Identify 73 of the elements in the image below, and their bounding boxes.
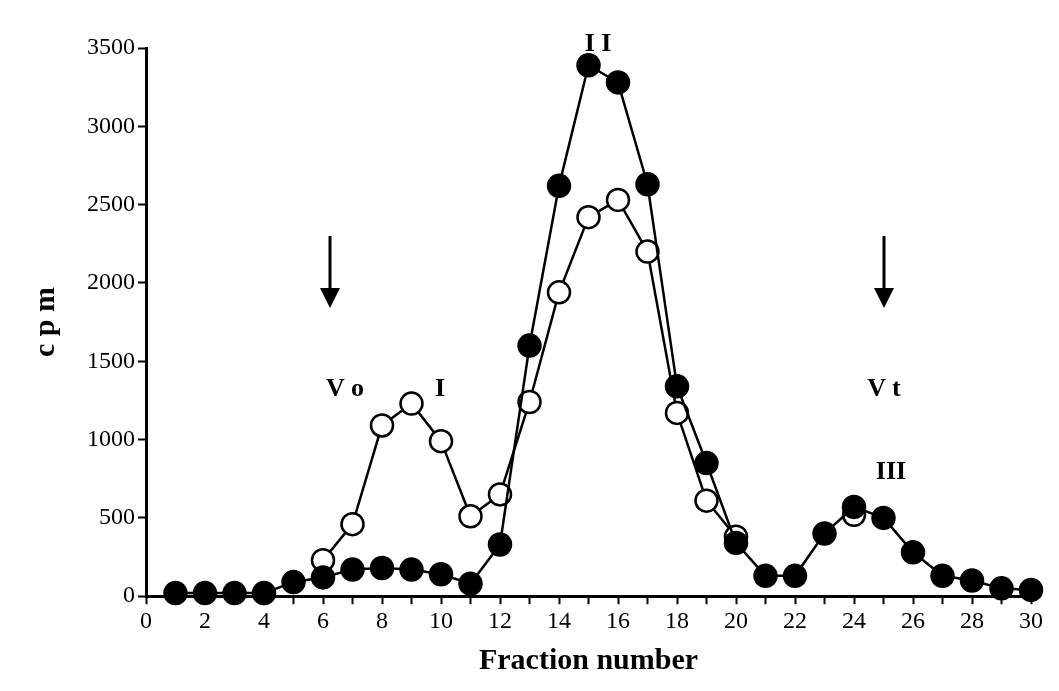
annotation: I I xyxy=(583,27,613,59)
point xyxy=(517,389,542,415)
point xyxy=(369,555,395,581)
y-tick-label: 1000 xyxy=(87,424,135,451)
point xyxy=(399,557,424,582)
point xyxy=(576,204,601,230)
point xyxy=(192,580,218,606)
y-axis-title: c p m xyxy=(26,287,60,358)
y-tick-label: 500 xyxy=(99,503,135,530)
y-tick-label: 3000 xyxy=(87,111,135,138)
point xyxy=(812,521,837,546)
point xyxy=(605,187,631,213)
x-tick-label: 2 xyxy=(199,606,211,633)
point xyxy=(694,450,719,476)
x-tick-label: 18 xyxy=(665,606,689,633)
point xyxy=(871,505,896,531)
y-tick-label: 2500 xyxy=(87,189,135,216)
point xyxy=(753,563,778,589)
point xyxy=(399,391,424,416)
x-tick-label: 12 xyxy=(488,606,512,633)
point xyxy=(930,563,955,589)
x-tick-label: 6 xyxy=(317,606,329,633)
x-tick-label: 0 xyxy=(140,606,152,633)
point xyxy=(841,494,867,520)
point xyxy=(222,580,247,606)
x-tick-label: 14 xyxy=(547,606,571,633)
x-tick-label: 30 xyxy=(1019,606,1043,633)
point xyxy=(310,565,336,590)
point xyxy=(487,532,513,557)
annotation: V t xyxy=(866,372,902,404)
point xyxy=(428,562,454,587)
point xyxy=(989,576,1014,601)
point xyxy=(635,239,660,264)
y-tick-label: 2000 xyxy=(87,268,135,295)
annotation: V o xyxy=(325,372,365,404)
point xyxy=(428,428,454,454)
x-tick-label: 28 xyxy=(960,606,984,633)
point xyxy=(694,488,719,513)
x-tick-label: 22 xyxy=(783,606,807,633)
point xyxy=(340,511,365,537)
x-tick-label: 10 xyxy=(429,606,453,633)
point xyxy=(576,52,601,78)
point xyxy=(664,374,690,399)
x-tick-label: 20 xyxy=(724,606,748,633)
point xyxy=(900,540,926,565)
x-tick-label: 8 xyxy=(376,606,388,633)
point xyxy=(281,569,306,595)
point xyxy=(458,571,483,596)
point xyxy=(664,400,690,426)
point xyxy=(605,70,631,95)
point xyxy=(959,568,985,593)
point xyxy=(163,580,188,606)
y-tick-label: 3500 xyxy=(87,33,135,60)
point xyxy=(723,530,749,556)
x-tick-label: 16 xyxy=(606,606,630,633)
annotation: III xyxy=(874,455,908,487)
x-tick-label: 26 xyxy=(901,606,925,633)
x-axis-title: Fraction number xyxy=(478,641,699,675)
point xyxy=(369,413,395,438)
point xyxy=(517,333,542,358)
y-tick-label: 1500 xyxy=(87,346,135,373)
point xyxy=(546,173,572,199)
annotation: I xyxy=(433,372,447,404)
point xyxy=(635,172,660,197)
x-tick-label: 24 xyxy=(842,606,866,633)
y-tick-label: 0 xyxy=(123,581,135,608)
point xyxy=(546,280,572,305)
point xyxy=(340,557,365,582)
x-tick-label: 4 xyxy=(258,606,270,633)
point xyxy=(782,563,808,589)
point xyxy=(1018,577,1044,603)
point xyxy=(251,580,277,606)
point xyxy=(458,504,483,529)
